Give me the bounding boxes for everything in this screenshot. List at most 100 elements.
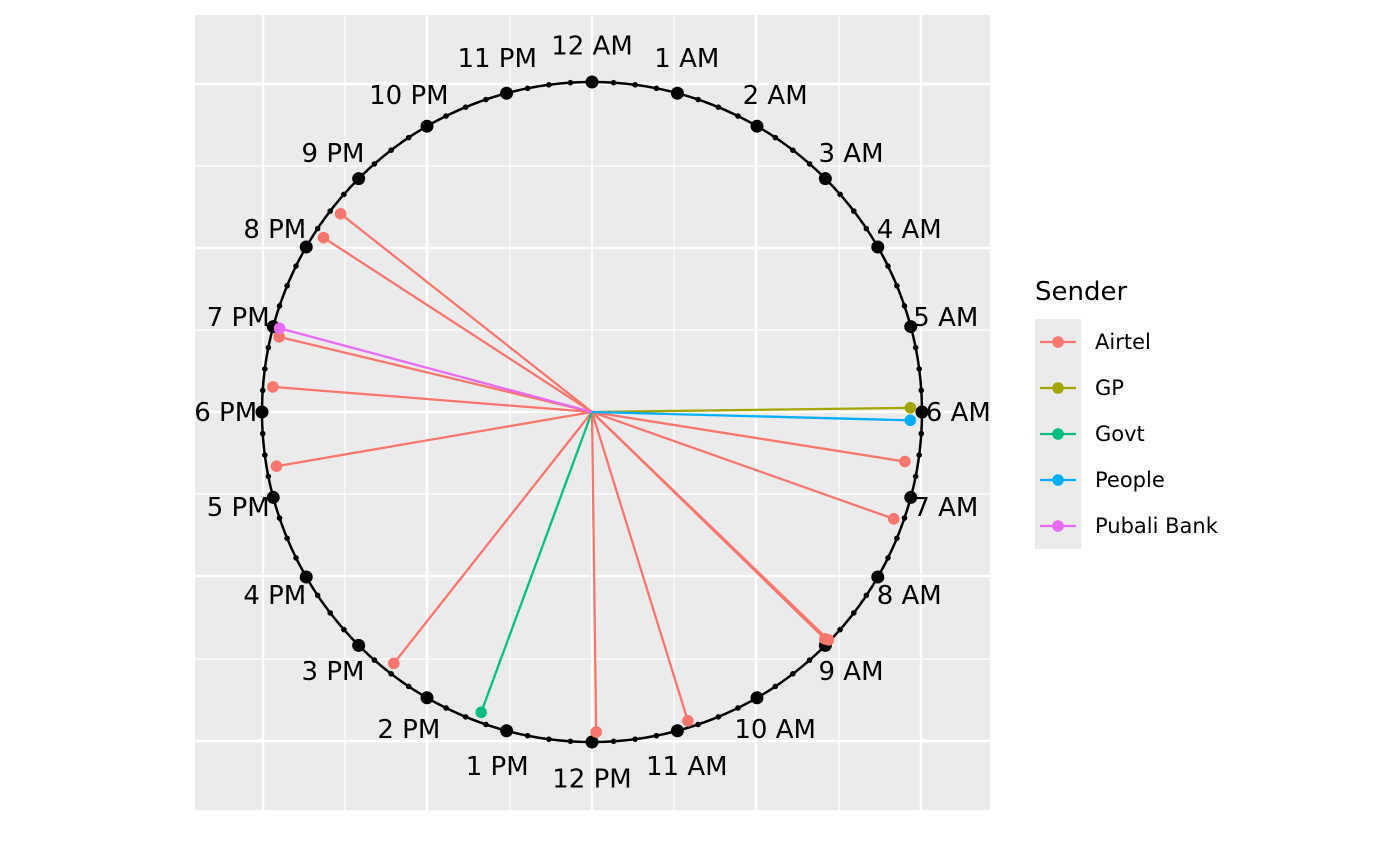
minor-tick	[443, 705, 449, 711]
minor-tick	[341, 626, 347, 633]
minor-tick	[806, 161, 813, 167]
hour-tick	[500, 724, 514, 738]
minor-tick	[790, 147, 796, 153]
hour-label: 11 PM	[457, 44, 536, 74]
clock-circle	[255, 75, 929, 749]
hour-label: 2 PM	[377, 715, 440, 745]
minor-tick	[405, 683, 412, 690]
hour-label: 7 PM	[207, 303, 270, 333]
hour-labels: 12 AM 1 AM 2 AM 3 AM 4 AM 5 AM 6 AM 7 AM 8 AM 9 A…	[194, 32, 991, 795]
minor-tick	[284, 282, 290, 289]
minor-tick	[567, 79, 574, 86]
minor-tick	[918, 387, 925, 394]
minor-tick	[265, 344, 272, 351]
minor-tick	[462, 714, 469, 720]
minor-tick	[314, 225, 321, 232]
hour-label: 11 AM	[646, 752, 728, 782]
legend-label-gp: GP	[1095, 376, 1124, 400]
hour-label: 3 PM	[302, 657, 365, 687]
minor-tick	[632, 82, 638, 88]
minor-tick	[462, 104, 469, 110]
hour-tick	[670, 86, 684, 100]
hour-label: 1 PM	[466, 752, 529, 782]
hour-tick	[420, 691, 434, 705]
segment-airtel	[272, 385, 593, 414]
minor-tick	[610, 738, 617, 745]
legend: Sender Airtel GP Govt People Pubali Bank	[1035, 277, 1219, 549]
segment-airtel	[339, 212, 593, 413]
minor-tick	[715, 104, 722, 110]
minor-tick	[837, 626, 843, 633]
minor-tick	[610, 79, 617, 86]
minor-tick	[695, 96, 701, 103]
minor-tick	[851, 208, 857, 214]
point-airtel	[270, 460, 283, 473]
point-airtel	[887, 513, 900, 525]
minor-tick	[735, 705, 741, 711]
minor-tick	[916, 452, 922, 458]
point-pubali-bank	[273, 322, 286, 335]
hour-tick	[255, 405, 269, 419]
minor-tick	[772, 683, 779, 690]
minor-tick	[341, 191, 347, 198]
segment-airtel	[590, 411, 598, 733]
legend-key-point-govt	[1052, 428, 1064, 440]
minor-tick	[327, 610, 333, 616]
minor-tick	[894, 535, 900, 542]
hour-label: 8 PM	[243, 215, 306, 245]
hour-label: 10 AM	[734, 715, 816, 745]
minor-tick	[276, 515, 283, 521]
minor-tick	[388, 671, 394, 677]
hour-label: 6 PM	[194, 398, 257, 428]
minor-tick	[837, 191, 843, 198]
minor-tick	[863, 592, 870, 599]
hour-tick	[585, 75, 599, 89]
segment-airtel	[322, 236, 593, 413]
hour-label: 6 AM	[926, 398, 991, 428]
minor-tick	[851, 610, 857, 616]
minor-tick	[653, 732, 660, 739]
segment-airtel	[591, 410, 895, 520]
hour-tick	[670, 724, 684, 738]
point-airtel	[682, 715, 694, 727]
minor-tick	[259, 430, 266, 437]
hour-tick	[871, 240, 885, 254]
hour-tick	[500, 86, 514, 100]
minor-tick	[276, 303, 283, 309]
minor-tick	[293, 263, 299, 269]
minor-tick	[885, 263, 891, 269]
legend-label-people: People	[1095, 468, 1165, 492]
minor-tick	[314, 592, 321, 599]
hour-tick	[915, 405, 929, 419]
hour-tick	[352, 172, 366, 186]
hour-label: 5 AM	[913, 303, 978, 333]
legend-key-point-gp	[1052, 382, 1064, 394]
hour-label: 4 PM	[243, 581, 306, 611]
minor-tick	[885, 555, 891, 561]
hour-tick	[904, 320, 918, 334]
minor-tick	[284, 535, 290, 542]
hour-label: 10 PM	[369, 81, 448, 111]
minor-tick	[293, 555, 299, 561]
point-airtel	[317, 231, 330, 244]
hour-label: 2 AM	[743, 81, 808, 111]
hour-tick	[871, 570, 885, 584]
minor-tick	[262, 452, 268, 458]
hour-label: 9 PM	[302, 139, 365, 169]
hour-label: 12 AM	[551, 32, 633, 62]
minor-tick	[259, 387, 266, 394]
minor-tick	[695, 721, 701, 728]
minor-tick	[405, 134, 412, 141]
point-airtel	[590, 726, 602, 738]
hour-label: 7 AM	[913, 493, 978, 523]
segment-people	[591, 410, 911, 422]
minor-tick	[916, 366, 922, 372]
minor-tick	[715, 714, 722, 720]
hour-tick	[818, 172, 832, 186]
minor-tick	[863, 225, 870, 232]
segment-govt	[480, 411, 594, 713]
point-people	[904, 414, 917, 427]
hour-label: 9 AM	[818, 657, 883, 687]
hour-label: 5 PM	[207, 493, 270, 523]
